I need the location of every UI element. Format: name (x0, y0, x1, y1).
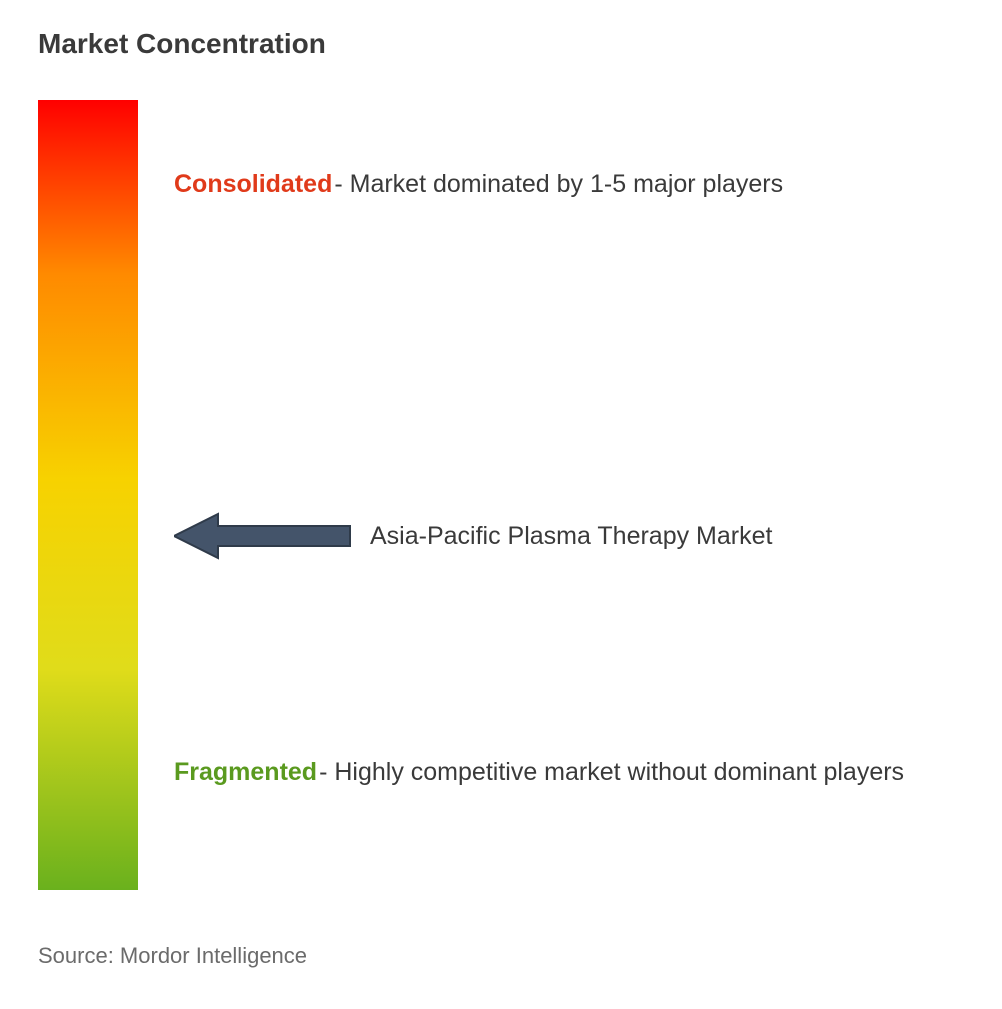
fragmented-label-row: Fragmented - Highly competitive market w… (174, 754, 944, 790)
market-name-label: Asia-Pacific Plasma Therapy Market (370, 522, 772, 551)
left-arrow-icon (174, 512, 352, 560)
source-attribution: Source: Mordor Intelligence (38, 943, 307, 969)
concentration-gradient-bar (38, 100, 138, 890)
labels-area: Consolidated - Market dominated by 1-5 m… (138, 100, 964, 890)
fragmented-desc: - Highly competitive market without domi… (319, 754, 904, 790)
consolidated-desc: - Market dominated by 1-5 major players (334, 166, 783, 202)
market-indicator-row: Asia-Pacific Plasma Therapy Market (174, 512, 944, 560)
consolidated-highlight: Consolidated (174, 166, 332, 202)
fragmented-highlight: Fragmented (174, 754, 317, 790)
chart-title: Market Concentration (38, 28, 964, 60)
gradient-svg (38, 100, 138, 890)
chart-content: Consolidated - Market dominated by 1-5 m… (38, 100, 964, 890)
consolidated-label-row: Consolidated - Market dominated by 1-5 m… (174, 166, 944, 202)
